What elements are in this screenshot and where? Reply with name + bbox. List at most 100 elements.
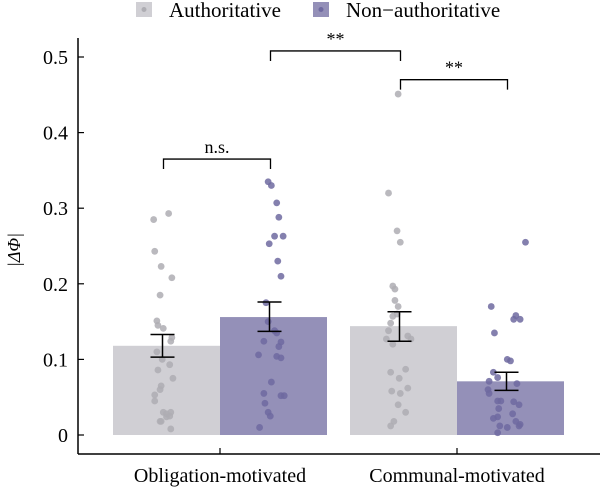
data-point bbox=[157, 263, 165, 270]
data-point bbox=[156, 386, 164, 394]
data-point bbox=[503, 424, 511, 431]
y-tick-label: 0.3 bbox=[43, 198, 68, 220]
y-tick-label: 0.5 bbox=[43, 47, 68, 69]
data-point bbox=[169, 374, 177, 382]
data-point bbox=[167, 337, 175, 345]
significance-bracket: n.s. bbox=[162, 137, 272, 170]
data-point bbox=[510, 398, 518, 406]
data-point bbox=[387, 422, 395, 430]
bar bbox=[220, 317, 327, 435]
data-point bbox=[391, 297, 399, 304]
data-point bbox=[513, 380, 521, 387]
data-point bbox=[394, 401, 402, 409]
axes: 0 0.1 0.2 0.3 0.4 0.5 Obligation-motivated Comm… bbox=[43, 38, 600, 487]
data-point bbox=[387, 319, 395, 327]
data-point bbox=[277, 272, 285, 280]
data-point bbox=[485, 377, 493, 385]
legend-label: Non−authoritative bbox=[346, 0, 500, 22]
significance-bracket: ** bbox=[399, 58, 509, 90]
data-point bbox=[165, 210, 173, 217]
data-point bbox=[394, 90, 402, 98]
data-point bbox=[274, 257, 282, 265]
data-point bbox=[167, 425, 175, 433]
significance-layer: n.s. ** ** bbox=[162, 29, 509, 170]
data-point bbox=[393, 227, 401, 235]
data-point bbox=[402, 408, 410, 416]
data-point bbox=[510, 315, 518, 323]
data-point bbox=[273, 329, 281, 337]
data-point bbox=[489, 414, 497, 422]
data-point bbox=[389, 312, 397, 320]
data-point bbox=[485, 390, 493, 397]
data-point bbox=[267, 182, 275, 189]
data-point bbox=[154, 366, 162, 374]
data-point bbox=[516, 315, 524, 323]
data-point bbox=[494, 429, 502, 437]
y-axis-label: |ΔΦ| bbox=[4, 233, 24, 267]
data-point bbox=[391, 285, 399, 293]
data-point bbox=[166, 361, 174, 369]
y-tick-label: 0.1 bbox=[43, 349, 68, 371]
x-tick-label: Communal-motivated bbox=[369, 465, 545, 487]
data-point bbox=[275, 213, 283, 221]
data-point bbox=[389, 340, 397, 348]
data-point bbox=[280, 392, 288, 400]
data-point bbox=[387, 368, 395, 376]
data-point bbox=[489, 368, 497, 376]
data-point bbox=[271, 232, 278, 240]
error-bar bbox=[387, 311, 412, 343]
legend-dot bbox=[318, 7, 324, 12]
data-point bbox=[151, 391, 159, 399]
data-point bbox=[497, 397, 505, 405]
error-bar bbox=[257, 301, 282, 333]
significance-bracket: ** bbox=[269, 29, 402, 61]
legend-dot bbox=[141, 7, 147, 12]
data-point bbox=[267, 378, 275, 386]
data-point bbox=[396, 390, 404, 397]
data-point bbox=[491, 329, 498, 337]
data-point bbox=[279, 232, 287, 240]
data-point bbox=[515, 422, 523, 430]
bar bbox=[350, 326, 457, 435]
data-point bbox=[264, 318, 272, 325]
error-bar bbox=[494, 371, 519, 392]
data-point bbox=[494, 374, 502, 381]
legend-item: Non−authoritative bbox=[313, 0, 500, 22]
significance-label: ** bbox=[445, 58, 463, 78]
data-point bbox=[266, 412, 274, 420]
legend: Authoritative Non−authoritative bbox=[136, 0, 500, 22]
data-point bbox=[496, 422, 504, 430]
data-point bbox=[385, 327, 392, 335]
error-bar bbox=[150, 333, 175, 358]
y-tick-label: 0.4 bbox=[43, 123, 68, 145]
significance-label: n.s. bbox=[204, 137, 229, 157]
data-point bbox=[154, 321, 162, 329]
data-point bbox=[402, 365, 410, 373]
data-point bbox=[256, 424, 263, 431]
data-point bbox=[260, 390, 268, 397]
significance-label: ** bbox=[327, 29, 345, 49]
legend-label: Authoritative bbox=[169, 0, 281, 22]
data-point bbox=[151, 397, 159, 405]
data-point bbox=[159, 325, 167, 332]
data-point bbox=[394, 303, 402, 310]
data-point bbox=[522, 238, 529, 246]
data-point bbox=[395, 374, 403, 382]
data-point bbox=[265, 240, 273, 248]
data-point bbox=[262, 299, 270, 307]
data-point bbox=[396, 238, 404, 246]
data-point bbox=[275, 343, 283, 350]
data-point bbox=[150, 216, 158, 223]
error-bars-layer bbox=[150, 301, 519, 392]
data-point bbox=[507, 357, 514, 365]
data-point bbox=[273, 199, 281, 207]
data-point bbox=[156, 291, 164, 299]
y-tick-label: 0.2 bbox=[43, 274, 68, 296]
data-point bbox=[157, 417, 165, 425]
data-point bbox=[163, 413, 170, 421]
data-point bbox=[404, 384, 412, 392]
data-point bbox=[388, 387, 396, 395]
data-point bbox=[385, 189, 392, 197]
data-point bbox=[515, 401, 523, 409]
